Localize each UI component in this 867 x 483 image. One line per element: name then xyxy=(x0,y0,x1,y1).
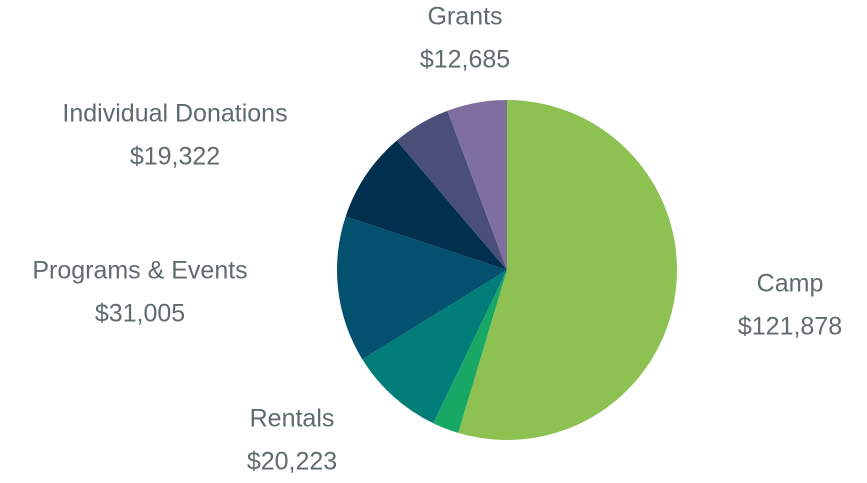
pie-slice xyxy=(447,100,507,270)
slice-value: $31,005 xyxy=(95,300,185,328)
slice-value: $20,223 xyxy=(247,448,337,476)
slice-value: $121,878 xyxy=(738,313,842,341)
pie-slice xyxy=(345,140,507,270)
pie-slice xyxy=(458,100,678,441)
pie-slice xyxy=(337,216,507,360)
pie-slice xyxy=(396,110,507,270)
slice-label: Individual Donations xyxy=(62,100,287,128)
pie-slice xyxy=(362,270,507,424)
slice-label: Grants xyxy=(427,3,502,31)
slice-label: Camp xyxy=(757,270,824,298)
pie-slice xyxy=(433,270,507,433)
slice-value: $19,322 xyxy=(130,143,220,171)
slice-label: Programs & Events xyxy=(32,257,247,285)
slice-value: $12,685 xyxy=(420,46,510,74)
slice-label: Rentals xyxy=(250,405,335,433)
